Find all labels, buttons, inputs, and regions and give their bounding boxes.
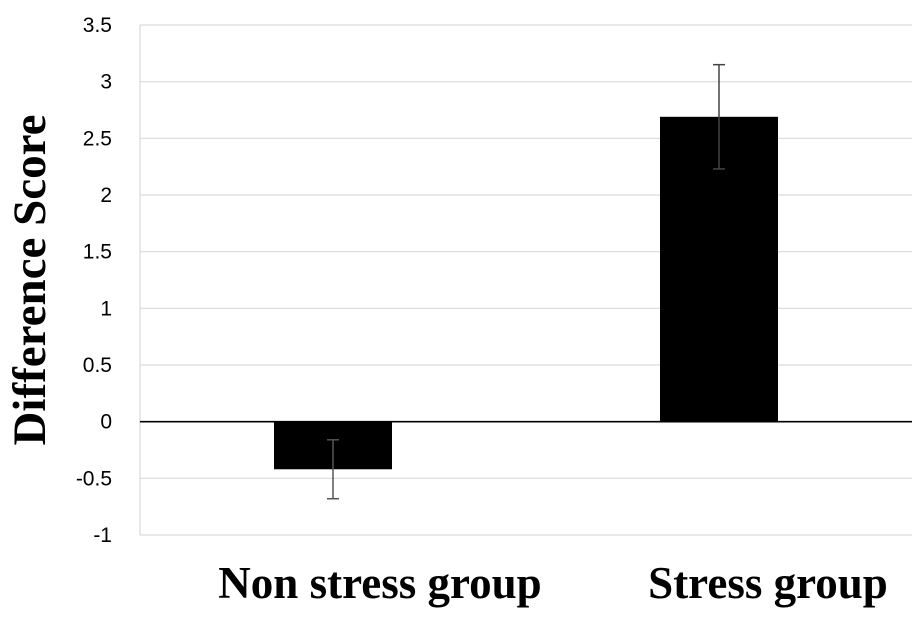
bars: [274, 116, 778, 470]
gridlines: [140, 24, 912, 536]
error-bar: [327, 439, 339, 500]
y-tick-label: 0: [100, 411, 112, 434]
error-bars: [327, 63, 725, 500]
y-axis-title: Difference Score: [4, 114, 56, 445]
y-tick-label: 1: [100, 297, 112, 320]
y-tick-label: 2: [100, 184, 112, 207]
y-tick-label: -1: [93, 524, 112, 547]
category-label: Stress group: [648, 558, 888, 608]
y-tick-label: 3: [100, 71, 112, 94]
error-bar: [713, 63, 725, 170]
y-tick-labels: -1 -0.5 0 0.5 1 1.5 2 2.5 3 3.5: [76, 14, 112, 547]
y-tick-label: 1.5: [83, 241, 112, 264]
category-label: Non stress group: [218, 558, 541, 608]
y-tick-label: 3.5: [83, 14, 112, 37]
category-labels: Non stress group Stress group: [218, 558, 888, 608]
y-tick-label: 0.5: [83, 354, 112, 377]
y-tick-label: 2.5: [83, 127, 112, 150]
y-tick-label: -0.5: [76, 467, 112, 490]
